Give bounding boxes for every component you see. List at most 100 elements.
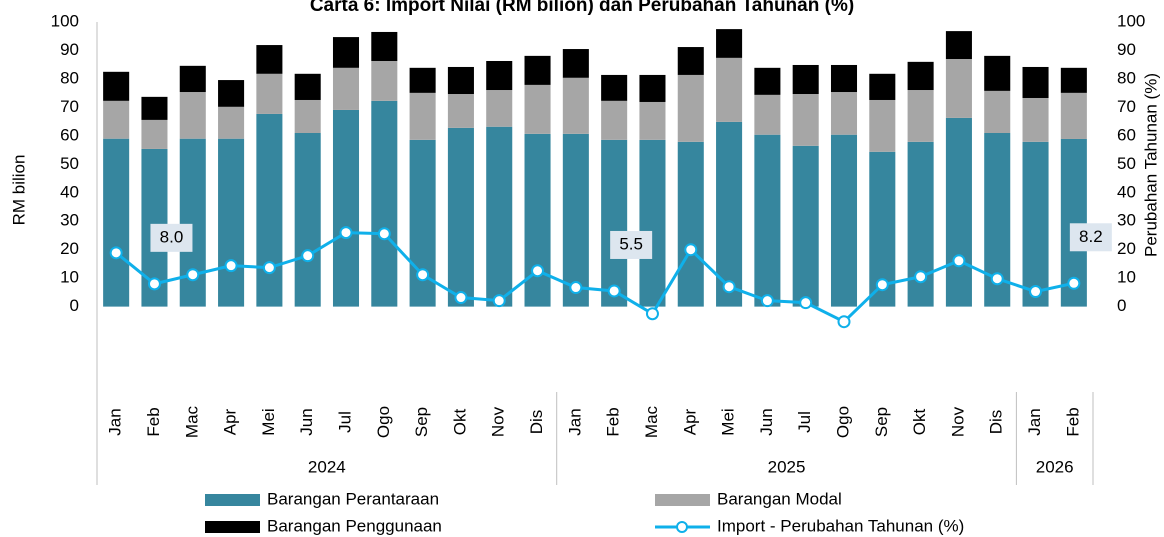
bar-segment xyxy=(447,66,474,95)
bar-segment xyxy=(332,67,360,110)
y2-tick-label: 40 xyxy=(1117,182,1136,201)
group-label: 2025 xyxy=(768,457,806,476)
x-tick-label: Nov xyxy=(948,406,967,437)
line-marker xyxy=(262,261,276,275)
bar-segment xyxy=(945,117,972,307)
bar-segment xyxy=(601,100,628,140)
x-tick-label: Sep xyxy=(412,407,431,437)
bar-segment xyxy=(371,60,398,101)
x-tick-label: Jul xyxy=(335,411,354,433)
line-marker xyxy=(722,280,736,294)
line-marker xyxy=(224,259,238,273)
bar-segment xyxy=(447,94,474,128)
legend-label: Import - Perubahan Tahunan (%) xyxy=(717,516,964,535)
bar-segment xyxy=(792,64,819,95)
y-tick-label: 50 xyxy=(60,154,79,173)
legend-swatch xyxy=(205,521,260,533)
bar-segment xyxy=(256,45,283,74)
y2-tick-label: 0 xyxy=(1117,296,1126,315)
y-tick-label: 80 xyxy=(60,68,79,87)
bar-segment xyxy=(371,31,398,61)
y-tick-label: 10 xyxy=(60,268,79,287)
y-axis-label: RM bilion xyxy=(9,155,28,226)
bar-segment xyxy=(486,60,513,91)
data-label-box xyxy=(610,230,653,259)
line-marker xyxy=(1067,276,1081,290)
y-tick-label: 0 xyxy=(70,296,79,315)
bar-segment xyxy=(141,119,168,149)
bar-segment xyxy=(294,99,321,133)
x-tick-label: Mei xyxy=(259,408,278,435)
bar-segment xyxy=(1022,66,1049,98)
bar-segment xyxy=(332,37,360,68)
bar-segment xyxy=(256,73,283,114)
bar-segment xyxy=(218,106,245,139)
x-tick-label: Sep xyxy=(872,407,891,437)
line-marker xyxy=(454,291,468,305)
x-tick-label: Apr xyxy=(680,408,699,435)
bar-segment xyxy=(1060,92,1087,139)
bar-segment xyxy=(830,64,858,93)
bar-segment xyxy=(677,74,704,142)
line-marker xyxy=(684,243,698,257)
bar-segment xyxy=(830,92,858,135)
legend-label: Barangan Penggunaan xyxy=(267,516,442,535)
x-tick-label: Ogo xyxy=(833,406,852,438)
x-tick-label: Mac xyxy=(182,405,201,438)
x-tick-label: Dis xyxy=(987,410,1006,435)
bar-segment xyxy=(1022,141,1049,307)
data-label-box xyxy=(1069,223,1112,252)
line-marker xyxy=(875,278,889,292)
bar-segment xyxy=(639,139,666,307)
bar-segment xyxy=(179,65,206,93)
group-label: 2024 xyxy=(308,457,346,476)
bar-segment xyxy=(218,138,245,307)
x-tick-label: Dis xyxy=(527,410,546,435)
x-tick-label: Nov xyxy=(489,406,508,437)
y2-tick-label: 100 xyxy=(1117,11,1145,30)
line-marker xyxy=(377,227,391,241)
line-marker xyxy=(645,307,659,321)
x-tick-label: Ogo xyxy=(374,406,393,438)
y2-tick-label: 30 xyxy=(1117,211,1136,230)
y-tick-label: 90 xyxy=(60,40,79,59)
legend-label: Barangan Perantaraan xyxy=(267,489,439,508)
y2-tick-label: 10 xyxy=(1117,268,1136,287)
line-marker xyxy=(760,294,774,308)
y-tick-label: 70 xyxy=(60,97,79,116)
y2-tick-label: 90 xyxy=(1117,40,1136,59)
line-marker xyxy=(147,277,161,291)
x-tick-label: Jul xyxy=(795,411,814,433)
y2-axis-label: Perubahan Tahunan (%) xyxy=(1141,73,1160,257)
bar-segment xyxy=(601,74,628,101)
bar-segment xyxy=(984,90,1011,133)
bar-segment xyxy=(562,77,589,134)
x-tick-label: Okt xyxy=(910,409,929,436)
y-tick-label: 30 xyxy=(60,211,79,230)
bar-segment xyxy=(103,71,130,101)
line-marker xyxy=(416,268,430,282)
bar-segment xyxy=(524,55,551,85)
bar-segment xyxy=(677,47,704,75)
bar-segment xyxy=(716,57,743,122)
bar-segment xyxy=(907,61,934,91)
line-marker xyxy=(990,272,1004,286)
bar-segment xyxy=(562,133,589,307)
y2-tick-label: 70 xyxy=(1117,97,1136,116)
line-marker xyxy=(531,264,545,278)
bar-segment xyxy=(524,133,551,307)
y2-tick-label: 20 xyxy=(1117,239,1136,258)
bar-segment xyxy=(716,121,743,307)
y2-tick-label: 80 xyxy=(1117,68,1136,87)
x-tick-label: Mei xyxy=(719,408,738,435)
bar-segment xyxy=(294,133,321,307)
bar-segment xyxy=(1022,97,1049,142)
bar-segment xyxy=(869,99,896,152)
bar-segment xyxy=(486,90,513,127)
bar-segment xyxy=(103,138,130,307)
y-tick-label: 40 xyxy=(60,182,79,201)
data-label: 8.2 xyxy=(1079,227,1103,246)
bar-segment xyxy=(524,84,551,134)
x-tick-label: Jan xyxy=(565,408,584,435)
